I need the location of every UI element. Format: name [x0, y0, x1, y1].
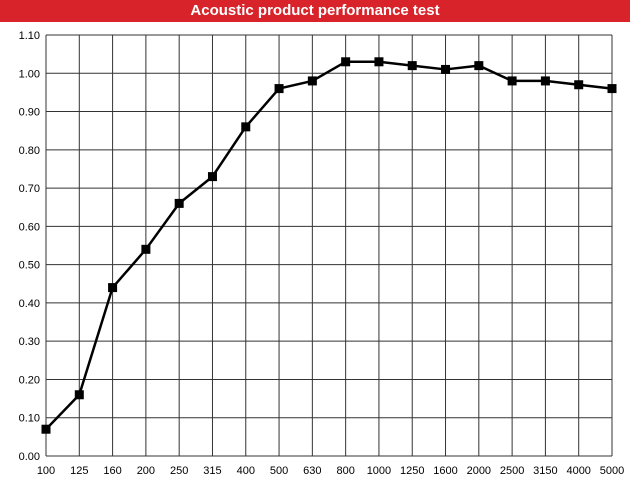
y-tick-label: 0.70 [19, 183, 40, 195]
y-tick-label: 0.20 [19, 374, 40, 386]
data-point [274, 84, 284, 94]
x-tick-label: 250 [170, 465, 188, 477]
data-point [141, 244, 151, 254]
y-tick-label: 0.10 [19, 413, 40, 425]
y-tick-label: 0.40 [19, 298, 40, 310]
x-tick-label: 800 [336, 465, 354, 477]
y-tick-label: 0.80 [19, 145, 40, 157]
x-tick-label: 2000 [467, 465, 491, 477]
data-point [207, 172, 217, 182]
x-tick-label: 1250 [400, 465, 424, 477]
x-tick-label: 200 [137, 465, 155, 477]
x-tick-label: 125 [70, 465, 88, 477]
y-tick-label: 0.00 [19, 451, 40, 463]
x-tick-label: 315 [203, 465, 221, 477]
x-axis-ticks: 100 125 160 200 250 315 400 500 630 800 1000 1250 16… [37, 465, 624, 477]
data-point [241, 122, 251, 132]
data-point [607, 84, 617, 94]
grid [45, 34, 613, 457]
x-tick-label: 400 [237, 465, 255, 477]
x-tick-label: 4000 [566, 465, 590, 477]
chart-title: Acoustic product performance test [0, 0, 630, 22]
x-tick-label: 2500 [500, 465, 524, 477]
x-tick-label: 500 [270, 465, 288, 477]
data-point [41, 424, 51, 434]
data-point [407, 61, 417, 71]
y-axis-ticks: 0.00 0.10 0.20 0.30 0.40 0.50 0.60 0.70 0.80 0.90… [19, 30, 40, 463]
y-tick-label: 1.00 [19, 68, 40, 80]
y-tick-label: 1.10 [19, 30, 40, 42]
x-tick-label: 100 [37, 465, 55, 477]
y-tick-label: 0.90 [19, 107, 40, 119]
x-tick-label: 3150 [533, 465, 557, 477]
x-tick-label: 1000 [367, 465, 391, 477]
data-point [108, 283, 118, 293]
x-tick-label: 160 [103, 465, 121, 477]
data-point [441, 64, 451, 74]
data-point [374, 57, 384, 67]
data-point [540, 76, 550, 86]
data-point [474, 61, 484, 71]
series-line [45, 60, 613, 431]
data-point [507, 76, 517, 86]
series [41, 57, 617, 434]
x-tick-label: 5000 [600, 465, 624, 477]
y-tick-label: 0.50 [19, 260, 40, 272]
data-point [574, 80, 584, 90]
x-tick-label: 630 [303, 465, 321, 477]
data-point [341, 57, 351, 67]
y-tick-label: 0.30 [19, 336, 40, 348]
y-tick-label: 0.60 [19, 221, 40, 233]
data-point [74, 390, 84, 400]
data-point [174, 198, 184, 208]
x-tick-label: 1600 [433, 465, 457, 477]
data-point [307, 76, 317, 86]
